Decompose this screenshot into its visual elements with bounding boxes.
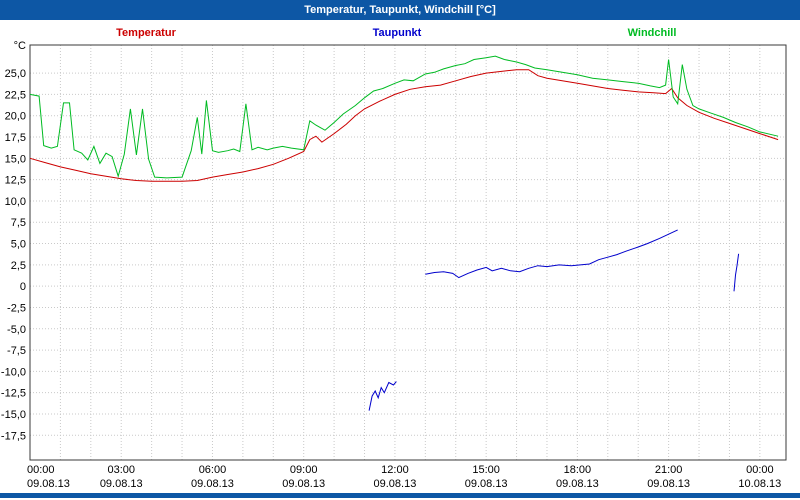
x-tick-time: 00:00 bbox=[746, 464, 774, 476]
y-tick-label: 20,0 bbox=[5, 111, 26, 123]
x-tick-date: 09.08.13 bbox=[27, 478, 70, 490]
series-line-taupunkt bbox=[733, 253, 740, 292]
x-tick-date: 09.08.13 bbox=[647, 478, 690, 490]
x-tick-date: 09.08.13 bbox=[100, 478, 143, 490]
y-tick-label: 10,0 bbox=[5, 196, 26, 208]
series-line-taupunkt bbox=[425, 229, 678, 279]
x-tick-time: 15:00 bbox=[472, 464, 500, 476]
legend-taupunkt: Taupunkt bbox=[372, 27, 422, 39]
x-tick-date: 09.08.13 bbox=[556, 478, 599, 490]
y-axis-unit-label: °C bbox=[14, 40, 26, 52]
series-line-temperatur bbox=[29, 69, 779, 182]
y-tick-label: -12,5 bbox=[1, 388, 26, 400]
x-tick-time: 18:00 bbox=[564, 464, 592, 476]
y-tick-label: -15,0 bbox=[1, 409, 26, 421]
x-tick-time: 09:00 bbox=[290, 464, 318, 476]
x-tick-time: 21:00 bbox=[655, 464, 683, 476]
y-tick-label: -7,5 bbox=[7, 345, 26, 357]
x-tick-time: 06:00 bbox=[199, 464, 227, 476]
series-line-taupunkt bbox=[368, 381, 397, 411]
y-tick-label: 0 bbox=[20, 281, 26, 293]
bottom-bar bbox=[0, 493, 800, 498]
legend-windchill: Windchill bbox=[627, 27, 677, 39]
y-tick-label: 15,0 bbox=[5, 153, 26, 165]
y-tick-label: -17,5 bbox=[1, 430, 26, 442]
x-tick-time: 03:00 bbox=[107, 464, 135, 476]
series-line-windchill bbox=[29, 55, 779, 179]
x-tick-time: 00:00 bbox=[27, 464, 55, 476]
x-tick-date: 09.08.13 bbox=[282, 478, 325, 490]
legend-temperatur: Temperatur bbox=[116, 27, 176, 39]
y-tick-label: 7,5 bbox=[11, 217, 26, 229]
y-tick-label: -2,5 bbox=[7, 302, 26, 314]
x-tick-date: 09.08.13 bbox=[191, 478, 234, 490]
x-tick-date: 09.08.13 bbox=[465, 478, 508, 490]
plot-border bbox=[29, 44, 787, 461]
y-tick-label: 17,5 bbox=[5, 132, 26, 144]
x-tick-date: 09.08.13 bbox=[374, 478, 417, 490]
x-tick-time: 12:00 bbox=[381, 464, 409, 476]
y-tick-label: 25,0 bbox=[5, 68, 26, 80]
y-tick-label: 12,5 bbox=[5, 175, 26, 187]
y-tick-label: 22,5 bbox=[5, 89, 26, 101]
y-tick-label: 2,5 bbox=[11, 260, 26, 272]
y-tick-label: -10,0 bbox=[1, 366, 26, 378]
y-tick-label: -5,0 bbox=[7, 324, 26, 336]
title-bar: Temperatur, Taupunkt, Windchill [°C] bbox=[0, 0, 800, 20]
y-tick-label: 5,0 bbox=[11, 239, 26, 251]
x-tick-date: 10.08.13 bbox=[738, 478, 781, 490]
window-title: Temperatur, Taupunkt, Windchill [°C] bbox=[304, 4, 496, 16]
